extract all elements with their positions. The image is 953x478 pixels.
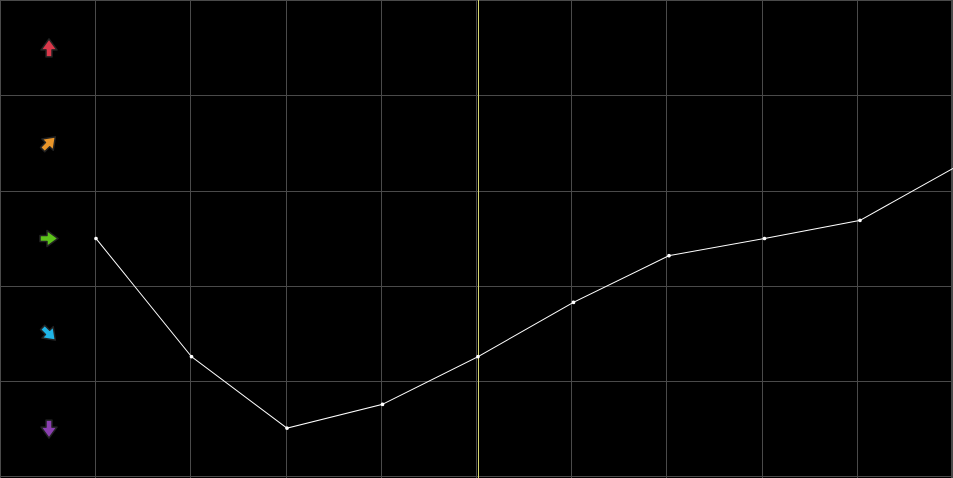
arrow-down-icon [40,419,58,439]
data-point [667,253,671,258]
arrow-down-right-icon [39,324,57,341]
data-point [476,354,480,359]
data-point [285,426,289,430]
arrow-shape [39,229,59,248]
level-icons [39,38,59,439]
series-line [95,167,953,429]
data-point [94,236,98,241]
data-point [571,300,576,305]
arrow-shape [40,38,58,58]
data-point [189,354,194,359]
data-point [858,218,862,223]
arrow-shape [39,324,57,341]
arrow-up-right-icon [39,136,57,153]
data-point [762,236,767,241]
arrow-right-icon [39,229,59,248]
data-point [380,402,385,407]
arrow-shape [39,136,57,153]
arrow-up-icon [40,38,58,58]
series-points [94,218,862,430]
arrow-shape [40,419,58,439]
